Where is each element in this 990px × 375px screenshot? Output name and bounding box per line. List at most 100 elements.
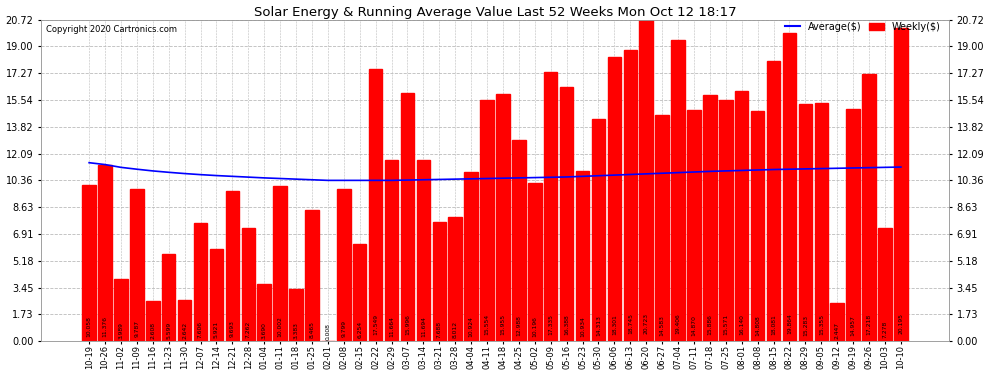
Bar: [226, 191, 240, 341]
Text: 2.608: 2.608: [150, 322, 155, 339]
Bar: [624, 50, 637, 341]
Bar: [417, 160, 430, 341]
Text: 18.745: 18.745: [628, 314, 633, 334]
Bar: [337, 189, 350, 341]
Text: 6.254: 6.254: [357, 321, 362, 338]
Bar: [544, 72, 557, 341]
Text: 3.383: 3.383: [293, 322, 299, 339]
Text: 11.376: 11.376: [103, 316, 108, 337]
Bar: [831, 303, 844, 341]
Bar: [750, 111, 764, 341]
Text: 18.081: 18.081: [771, 314, 776, 334]
Text: 9.787: 9.787: [135, 320, 140, 337]
Bar: [146, 301, 159, 341]
Bar: [178, 300, 191, 341]
Bar: [433, 222, 446, 341]
Text: 14.583: 14.583: [659, 315, 664, 336]
Bar: [576, 171, 589, 341]
Bar: [130, 189, 144, 341]
Text: 14.313: 14.313: [596, 315, 601, 336]
Text: 2.447: 2.447: [835, 322, 840, 339]
Text: 2.642: 2.642: [182, 322, 187, 339]
Text: 15.886: 15.886: [708, 315, 713, 335]
Text: 11.664: 11.664: [389, 316, 394, 337]
Text: 17.218: 17.218: [866, 314, 871, 335]
Title: Solar Energy & Running Average Value Last 52 Weeks Mon Oct 12 18:17: Solar Energy & Running Average Value Las…: [253, 6, 737, 18]
Bar: [242, 228, 255, 341]
Bar: [273, 186, 287, 341]
Text: 5.921: 5.921: [214, 321, 219, 338]
Text: 11.694: 11.694: [421, 316, 426, 337]
Bar: [767, 61, 780, 341]
Legend: Average($), Weekly($): Average($), Weekly($): [781, 18, 944, 36]
Text: 20.723: 20.723: [644, 313, 648, 334]
Text: 14.957: 14.957: [850, 315, 855, 336]
Text: 16.140: 16.140: [740, 314, 744, 335]
Text: 15.955: 15.955: [501, 314, 506, 335]
Text: 10.934: 10.934: [580, 316, 585, 337]
Text: 19.406: 19.406: [675, 314, 680, 334]
Bar: [799, 104, 812, 341]
Text: 10.196: 10.196: [533, 316, 538, 337]
Bar: [353, 244, 366, 341]
Text: 3.690: 3.690: [261, 322, 266, 339]
Text: 10.002: 10.002: [277, 316, 282, 337]
Bar: [783, 33, 796, 341]
Text: 15.996: 15.996: [405, 314, 410, 335]
Bar: [878, 228, 892, 341]
Text: 10.924: 10.924: [468, 316, 473, 337]
Bar: [114, 279, 128, 341]
Text: 5.599: 5.599: [166, 321, 171, 339]
Bar: [640, 20, 653, 341]
Text: 18.301: 18.301: [612, 314, 617, 334]
Bar: [671, 40, 685, 341]
Text: 12.988: 12.988: [517, 315, 522, 336]
Text: 8.465: 8.465: [310, 321, 315, 338]
Bar: [401, 93, 414, 341]
Bar: [608, 57, 621, 341]
Bar: [496, 94, 510, 341]
Bar: [464, 172, 478, 341]
Text: 0.008: 0.008: [326, 323, 331, 340]
Text: 15.283: 15.283: [803, 315, 808, 336]
Bar: [369, 69, 382, 341]
Bar: [592, 119, 605, 341]
Text: 15.554: 15.554: [484, 314, 489, 335]
Text: 17.549: 17.549: [373, 314, 378, 335]
Bar: [846, 109, 860, 341]
Text: 19.864: 19.864: [787, 314, 792, 334]
Text: 7.262: 7.262: [246, 321, 250, 338]
Bar: [862, 74, 876, 341]
Bar: [210, 249, 223, 341]
Text: 10.058: 10.058: [86, 316, 92, 337]
Bar: [82, 185, 96, 341]
Bar: [528, 183, 542, 341]
Text: 3.989: 3.989: [119, 322, 124, 339]
Bar: [512, 140, 526, 341]
Bar: [719, 100, 733, 341]
Bar: [894, 28, 908, 341]
Bar: [448, 217, 462, 341]
Text: 14.870: 14.870: [691, 315, 697, 336]
Bar: [257, 284, 271, 341]
Text: 15.571: 15.571: [724, 314, 729, 335]
Bar: [655, 115, 669, 341]
Bar: [815, 103, 828, 341]
Text: 7.278: 7.278: [882, 321, 887, 338]
Text: 16.388: 16.388: [564, 314, 569, 335]
Text: Copyright 2020 Cartronics.com: Copyright 2020 Cartronics.com: [46, 24, 176, 33]
Text: 8.012: 8.012: [452, 321, 457, 338]
Bar: [560, 87, 573, 341]
Bar: [162, 254, 175, 341]
Bar: [194, 223, 207, 341]
Text: 17.335: 17.335: [548, 314, 553, 335]
Bar: [703, 94, 717, 341]
Text: 9.693: 9.693: [230, 320, 235, 337]
Bar: [480, 100, 494, 341]
Bar: [98, 165, 112, 341]
Text: 20.195: 20.195: [898, 313, 904, 334]
Bar: [735, 91, 748, 341]
Bar: [305, 210, 319, 341]
Text: 7.688: 7.688: [437, 321, 442, 338]
Bar: [687, 111, 701, 341]
